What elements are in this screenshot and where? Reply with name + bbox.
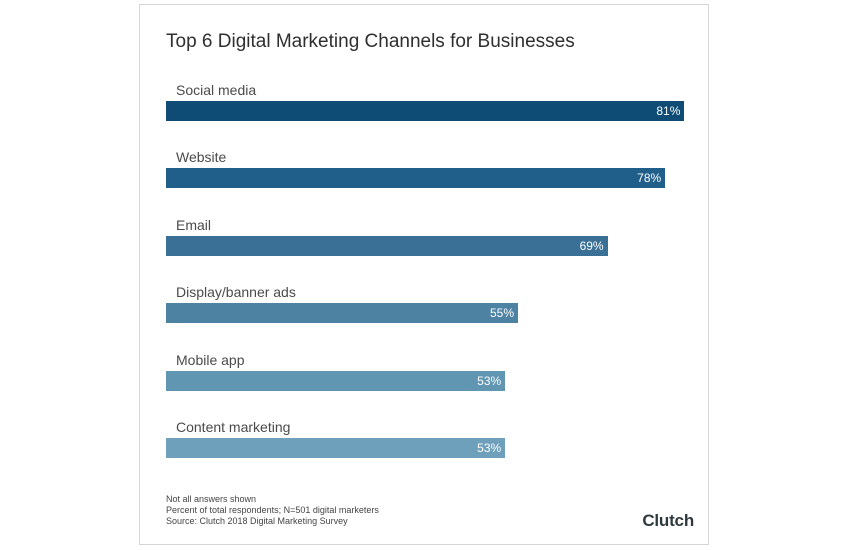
bar-value-label: 78% bbox=[637, 171, 662, 186]
category-label: Display/banner ads bbox=[176, 284, 296, 301]
category-label: Content marketing bbox=[176, 419, 291, 435]
category-label: Social media bbox=[176, 82, 257, 98]
category-label: Website bbox=[176, 149, 227, 166]
clutch-logo: Clutch bbox=[642, 511, 694, 530]
footnote-line: Source: Clutch 2018 Digital Marketing Su… bbox=[166, 516, 348, 526]
bar-value-label: 55% bbox=[489, 306, 514, 321]
chart-title: Top 6 Digital Marketing Channels for Bus… bbox=[166, 31, 575, 52]
bar-value-label: 53% bbox=[477, 441, 502, 455]
bar bbox=[166, 438, 506, 458]
bar bbox=[166, 168, 666, 189]
bar bbox=[166, 235, 608, 256]
footnote-line: Percent of total respondents; N=501 digi… bbox=[166, 505, 379, 515]
chart-card: Top 6 Digital Marketing Channels for Bus… bbox=[139, 4, 709, 545]
bar bbox=[166, 370, 506, 391]
bar bbox=[166, 101, 685, 121]
chart-area: Social media 81% Website 78% Email 69% Display… bbox=[140, 5, 708, 544]
bar-value-label: 53% bbox=[477, 373, 502, 388]
footnote-line: Not all answers shown bbox=[166, 494, 257, 504]
category-label: Mobile app bbox=[176, 351, 245, 368]
bar-value-label: 69% bbox=[579, 238, 604, 253]
bar-value-label: 81% bbox=[656, 104, 681, 118]
bar bbox=[166, 303, 518, 324]
footnotes: Not all answers shown Percent of total r… bbox=[166, 494, 379, 527]
category-label: Email bbox=[176, 216, 212, 233]
